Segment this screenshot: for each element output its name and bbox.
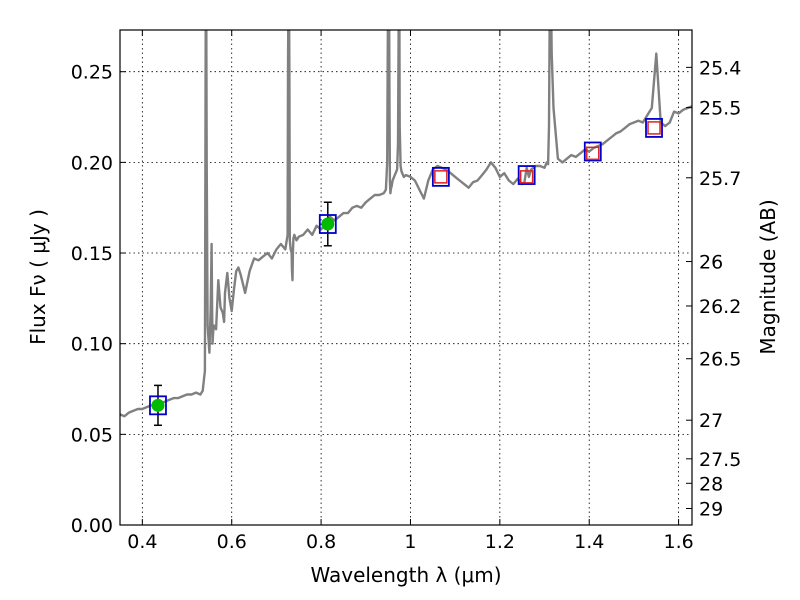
y-tick-label: 0.05 [71,424,113,446]
model-band-point [586,146,600,161]
band-square [318,214,337,234]
x-tick-label: 0.8 [306,531,336,553]
x-axis-title-text: Wavelength λ (μm) [310,563,501,587]
right-tick-label: 25.5 [699,98,741,120]
y-tick-label: 0.25 [71,62,113,84]
right-axis-title: Magnitude (AB) [756,199,780,354]
right-tick-label: 26.5 [699,349,741,371]
y-axis-title-text: Flux Fν ( μJy ) [26,209,50,345]
x-tick-label: 1 [404,531,416,553]
x-tick-label: 1.2 [485,531,515,553]
right-tick-label: 27.5 [699,449,741,471]
right-tick-label: 26 [699,252,723,274]
x-tick-label: 0.6 [217,531,247,553]
band-square [583,141,602,162]
model-spectrum-layer [120,30,692,418]
model-band-point [647,121,661,135]
right-tick-label: 26.2 [699,296,741,318]
photometry-points-layer [149,118,663,427]
model-spectrum-line [120,30,692,418]
model-band-point [519,170,534,184]
band-square [645,118,663,138]
axis-ticks: 0.4 0.6 0.8 1 1.2 1.4 1.6 0.00 0.05 0.10 0.15 0.20 0… [71,30,741,553]
right-tick-label: 25.4 [699,57,741,79]
right-tick-label: 29 [699,499,723,521]
y-tick-label: 0.15 [71,243,113,265]
y-tick-label: 0.10 [71,334,113,356]
y-tick-label: 0.20 [71,152,113,174]
right-tick-label: 27 [699,410,723,432]
x-tick-label: 1.4 [574,531,604,553]
x-tick-label: 0.4 [127,531,157,553]
band-square [517,165,536,185]
y-tick-label: 0.00 [71,515,113,537]
right-tick-label: 28 [699,473,723,495]
right-tick-label: 25.7 [699,168,741,190]
y-axis-title: Flux Fν ( μJy ) [26,209,50,345]
x-tick-label: 1.6 [663,531,693,553]
right-axis-title-text: Magnitude (AB) [756,199,780,354]
model-band-point [434,170,448,184]
detection-point [151,398,165,412]
band-square [431,166,450,187]
x-axis-title: Wavelength λ (μm) [310,563,501,587]
band-square [149,395,167,416]
detection-point [321,217,335,231]
plot-frame [119,29,693,526]
